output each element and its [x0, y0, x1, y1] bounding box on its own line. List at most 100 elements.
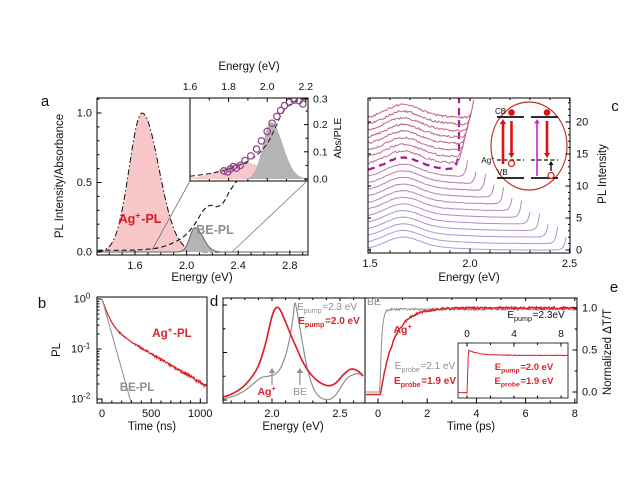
panel-e-xtick-label: 6	[523, 408, 529, 420]
panel-e-inset-pump20-label: Epump =2.0 eV	[495, 362, 554, 375]
panel-letter-a: a	[41, 93, 50, 110]
panel-b-xtick-label: 1000	[188, 408, 212, 420]
text-run: e	[610, 279, 618, 296]
inset-ytick-label: 0.1	[313, 146, 328, 158]
inset-series-1-fill	[190, 121, 306, 179]
text-run: 10	[71, 394, 83, 406]
vb-label: VB	[497, 168, 508, 177]
panel-c-spectrum-10	[368, 170, 477, 185]
panel-b-frame	[96, 296, 208, 404]
panel-letter-b: b	[38, 295, 46, 312]
text-run: E	[298, 316, 305, 327]
subscript: probe	[401, 365, 419, 374]
panel-a: Ag+ -PL BE-PL 1.6 1.8 2.0 2.2 0.0 0.1 0.2 0.3 Ener…	[41, 61, 344, 284]
text-run: Energy (eV)	[218, 61, 280, 73]
panel-d-be-arrow-label: BE	[293, 386, 307, 398]
panel-e-inset-plot-area	[458, 349, 568, 395]
panel-b-decay-curve-1	[101, 298, 132, 403]
panel-e-ytick-label: 1.0	[582, 303, 597, 315]
text-run: E	[495, 362, 501, 373]
hole-capture-arrow-black-head	[548, 161, 554, 165]
panel-a-absorbance-curve	[97, 177, 242, 251]
subscript: pump	[304, 306, 322, 315]
text-run: 10	[71, 344, 83, 356]
panel-d-plot-area	[223, 302, 364, 401]
panel-e-yaxis-label: Normalized ΔT/T	[602, 309, 614, 395]
text-run	[90, 346, 91, 355]
panel-e-inset-frame	[457, 342, 569, 399]
text-run	[90, 296, 91, 305]
text-run: -PL	[141, 212, 162, 226]
inset-ple-marker	[276, 106, 285, 115]
panel-e-xtick-label: 8	[572, 408, 578, 420]
text-run: =1.9 eV	[520, 376, 554, 387]
panel-c-spectrum-3	[368, 213, 541, 231]
text-run: BE	[367, 296, 381, 308]
excitation-arrow-red-head	[499, 119, 507, 124]
panel-a-yaxis-label: PL Intensity/Absorbance	[54, 114, 66, 238]
subscript: pump	[501, 368, 520, 375]
text-run: =2.0 eV	[520, 362, 554, 373]
text-run	[412, 326, 413, 335]
panel-c-spectrum-1	[368, 226, 559, 245]
inset-xtick-label: 2.0	[260, 81, 275, 93]
panel-e-inset-xtick-label: 8	[558, 329, 564, 340]
text-run: 20	[576, 117, 588, 129]
panel-a-agpl-label: Ag+ -PL	[119, 210, 162, 226]
inset-ple-marker	[236, 161, 244, 170]
panel-c-ytick-label: 15	[576, 149, 588, 161]
text-run: Abs/PLE	[332, 118, 344, 159]
superscript: -2	[83, 391, 90, 400]
text-run: c	[611, 98, 619, 115]
panel-d-xaxis-label: Energy (eV)	[262, 421, 324, 433]
text-run: 2.0	[260, 81, 275, 93]
panel-a-ytick-label: 1.0	[77, 108, 92, 120]
panel-a-plot-area	[97, 112, 308, 253]
panel-c-spectrum-0	[368, 236, 567, 251]
text-run: d	[210, 293, 218, 310]
text-run: Ag	[257, 386, 271, 398]
text-run: E	[507, 310, 514, 321]
panel-c-xtick-label: 1.5	[362, 258, 377, 270]
panel-b-xtick-label: 0	[99, 408, 105, 420]
text-run: 0.0	[582, 387, 597, 399]
text-run: BE	[293, 386, 307, 398]
inset-xtick-label: 1.6	[183, 81, 198, 93]
panel-b-bepl-label: BE-PL	[120, 382, 155, 394]
panel-a-bepl-label: BE-PL	[196, 223, 234, 237]
panel-c-spectrum-17	[368, 119, 470, 139]
panel-a-xtick-label: 2.8	[282, 260, 297, 272]
panel-d-pump23-label: Epump =2.3 eV	[297, 302, 357, 315]
panel-c: CB Ag+ VB 1.5 2.0 2.50 5 10 15 20 Energy (eV) PL I…	[362, 97, 619, 284]
panel-letter-c: c	[611, 98, 619, 115]
panel-e-pump23-label: Epump =2.3eV	[507, 310, 565, 323]
emission-arrow-red-head	[508, 153, 515, 158]
panel-e-ytick-label: 0.5	[582, 345, 597, 357]
panel-c-spectrum-4	[368, 209, 531, 225]
panel-a-series-1-fill	[97, 227, 308, 252]
panel-b-ytick-label: 100	[74, 291, 91, 305]
text-run: b	[38, 295, 46, 312]
inset-xtick-label: 2.2	[298, 81, 313, 93]
text-run: VB	[497, 168, 508, 177]
inset-connector-line	[151, 180, 191, 251]
panel-b-xtick-label: 500	[142, 408, 160, 420]
text-run: PL	[51, 342, 63, 357]
text-run: BE-PL	[196, 223, 234, 237]
text-run: 2.5	[562, 258, 577, 270]
ag-defect-label: Ag+	[481, 156, 495, 165]
text-run: 0	[464, 329, 470, 340]
panel-b-decay-curve-0	[101, 298, 207, 389]
panel-b-ytick-label: 10-2	[71, 391, 91, 405]
panel-d-xtick-label: 2.0	[264, 408, 279, 420]
text-run: 0	[99, 408, 105, 420]
text-run: =2.0 eV	[325, 316, 360, 327]
text-run: 0.0	[313, 174, 328, 186]
panel-e-ytick-label: 0.0	[582, 387, 597, 399]
text-run: 1000	[188, 408, 212, 420]
panel-c-spectrum-18	[368, 116, 471, 132]
panel-c-yaxis-label: PL Intensity	[597, 144, 609, 204]
text-run: 6	[523, 408, 529, 420]
